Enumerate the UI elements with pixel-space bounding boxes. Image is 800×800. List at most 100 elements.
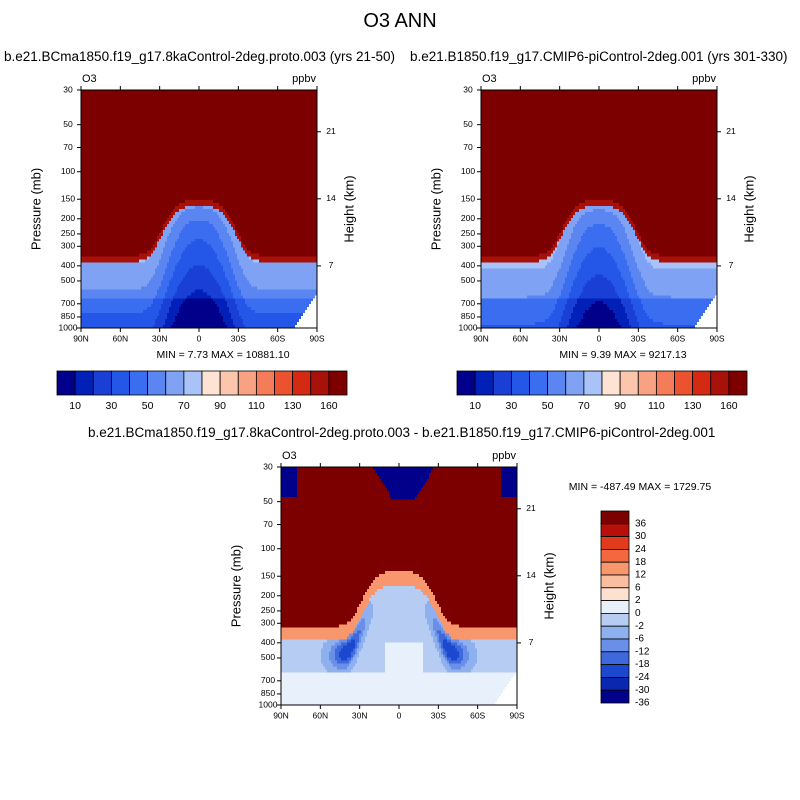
field-cell <box>295 105 297 108</box>
field-cell <box>243 102 245 105</box>
field-cell <box>141 96 143 99</box>
field-cell <box>165 102 167 105</box>
field-cell <box>207 120 209 123</box>
field-cell <box>225 102 227 105</box>
field-cell <box>229 120 231 123</box>
field-cell <box>153 114 155 117</box>
field-cell <box>267 111 269 114</box>
field-cell <box>245 99 247 102</box>
field-cell <box>235 102 237 105</box>
field-cell <box>185 126 187 129</box>
field-cell <box>93 126 95 129</box>
field-cell <box>227 126 229 129</box>
field-cell <box>183 126 185 129</box>
field-cell <box>191 126 193 129</box>
field-cell <box>255 96 257 99</box>
field-cell <box>107 108 109 111</box>
field-cell <box>137 105 139 108</box>
field-cell <box>309 96 311 99</box>
field-cell <box>165 96 167 99</box>
field-cell <box>135 93 137 96</box>
field-cell <box>269 108 271 111</box>
field-cell <box>141 117 143 120</box>
field-cell <box>103 126 105 129</box>
field-cell <box>263 108 265 111</box>
field-cell <box>231 126 233 129</box>
field-cell <box>111 123 113 126</box>
field-cell <box>219 126 221 129</box>
field-cell <box>225 93 227 96</box>
field-cell <box>275 96 277 99</box>
field-cell <box>121 111 123 114</box>
field-cell <box>239 123 241 126</box>
field-cell <box>197 114 199 117</box>
field-cell <box>205 126 207 129</box>
field-cell <box>277 93 279 96</box>
field-cell <box>101 111 103 114</box>
field-cell <box>89 99 91 102</box>
field-cell <box>91 105 93 108</box>
field-cell <box>291 120 293 123</box>
field-cell <box>211 99 213 102</box>
field-cell <box>165 99 167 102</box>
field-cell <box>131 123 133 126</box>
field-cell <box>169 105 171 108</box>
field-cell <box>107 99 109 102</box>
field-cell <box>269 93 271 96</box>
field-cell <box>163 105 165 108</box>
field-cell <box>287 120 289 123</box>
field-cell <box>243 93 245 96</box>
field-cell <box>295 96 297 99</box>
field-cell <box>147 96 149 99</box>
field-cell <box>295 108 297 111</box>
field-cell <box>137 126 139 129</box>
field-cell <box>237 123 239 126</box>
field-cell <box>247 99 249 102</box>
field-cell <box>153 99 155 102</box>
field-cell <box>287 105 289 108</box>
field-cell <box>257 102 259 105</box>
field-cell <box>127 123 129 126</box>
field-cell <box>157 111 159 114</box>
field-cell <box>273 111 275 114</box>
field-cell <box>303 102 305 105</box>
field-cell <box>267 96 269 99</box>
field-cell <box>273 105 275 108</box>
field-cell <box>269 99 271 102</box>
field-cell <box>239 108 241 111</box>
field-cell <box>195 105 197 108</box>
field-cell <box>215 114 217 117</box>
field-cell <box>149 102 151 105</box>
field-cell <box>85 105 87 108</box>
field-cell <box>203 93 205 96</box>
field-cell <box>113 117 115 120</box>
field-cell <box>89 105 91 108</box>
field-cell <box>83 123 85 126</box>
field-cell <box>95 114 97 117</box>
field-cell <box>201 108 203 111</box>
field-cell <box>177 120 179 123</box>
field-cell <box>185 123 187 126</box>
field-cell <box>211 108 213 111</box>
field-cell <box>299 96 301 99</box>
field-cell <box>219 120 221 123</box>
field-cell <box>207 96 209 99</box>
field-cell <box>185 93 187 96</box>
field-cell <box>169 126 171 129</box>
field-cell <box>197 102 199 105</box>
field-cell <box>285 117 287 120</box>
field-cell <box>301 126 303 129</box>
field-cell <box>219 105 221 108</box>
field-cell <box>133 108 135 111</box>
field-cell <box>275 105 277 108</box>
field-cell <box>151 105 153 108</box>
field-cell <box>253 111 255 114</box>
field-cell <box>313 114 315 117</box>
field-cell <box>279 108 281 111</box>
field-cell <box>147 117 149 120</box>
field-cell <box>241 117 243 120</box>
field-cell <box>191 117 193 120</box>
field-cell <box>133 93 135 96</box>
field-cell <box>149 111 151 114</box>
field-cell <box>231 114 233 117</box>
